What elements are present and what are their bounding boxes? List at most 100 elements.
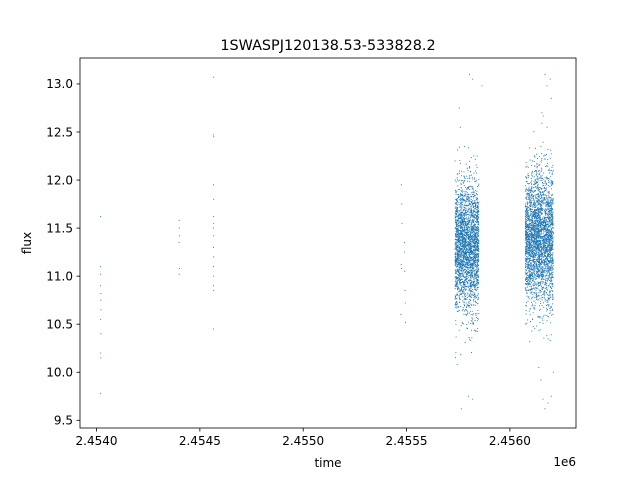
data-point [471,222,473,224]
data-point [465,163,467,165]
data-point [548,236,550,238]
data-point [551,242,553,244]
data-point [536,287,538,289]
data-point [545,314,547,316]
data-point [475,317,478,319]
data-point [539,289,541,291]
data-point [473,272,475,275]
data-point [459,195,462,197]
data-point [455,213,457,215]
data-point [462,197,464,199]
data-point [549,246,551,248]
data-point [540,175,542,177]
data-point [454,288,456,290]
data-point [551,274,553,276]
data-point [546,249,548,251]
data-point [466,247,468,249]
data-point [457,274,459,276]
data-point [528,186,530,188]
data-point [547,177,549,179]
data-point [542,238,544,240]
data-point [213,256,215,258]
data-point [476,210,478,212]
data-point [550,182,552,184]
data-point [455,319,457,321]
data-point [475,288,477,290]
data-point [473,260,475,262]
data-point [474,236,476,238]
data-point [534,156,536,158]
data-point [547,305,550,307]
data-point [531,213,533,215]
data-point [456,252,459,254]
data-point [461,225,463,227]
data-point [457,274,459,276]
data-point [463,252,466,254]
data-point [552,233,554,235]
data-point [546,214,549,216]
data-point [477,217,480,219]
data-point [476,193,478,195]
data-point [550,179,552,181]
data-point [460,234,462,236]
data-point [473,202,475,205]
data-point [466,259,469,261]
data-point [476,288,478,290]
data-point [551,309,553,311]
data-point [473,240,475,242]
data-point [461,288,463,290]
data-point [462,267,464,269]
data-point [535,297,538,299]
data-point [466,256,468,258]
data-point [548,247,551,249]
data-point [525,279,528,281]
data-point [525,224,527,226]
data-point [460,268,462,270]
data-point [541,178,543,180]
data-point [469,295,471,297]
data-point [550,184,552,186]
data-point [540,170,542,172]
data-point [456,284,458,286]
data-point [473,231,475,233]
data-point [474,178,476,180]
data-point [474,224,476,226]
data-point [463,182,465,184]
data-point [461,251,463,253]
data-point [463,245,465,247]
data-point [100,309,102,311]
data-point [543,256,545,258]
data-point [547,254,549,256]
data-point [463,284,465,286]
data-point [100,292,102,295]
data-point [526,260,528,262]
data-point [466,242,468,244]
data-point [467,249,470,251]
data-point [529,147,531,149]
data-point [467,232,470,234]
data-point [538,315,540,317]
data-point [469,300,472,302]
data-point [404,321,407,323]
data-point [471,214,473,216]
data-point [547,255,549,257]
data-point [545,204,547,206]
data-point [456,208,458,210]
data-point [472,227,474,229]
data-point [526,201,528,203]
data-point [474,249,476,251]
data-point [541,271,543,273]
data-point [465,263,467,265]
data-point [477,206,479,208]
data-point [456,258,458,260]
data-point [531,297,533,299]
data-point [457,226,459,228]
data-point [536,223,539,226]
data-point [455,228,457,230]
data-point [544,209,546,211]
data-point [543,184,545,186]
data-point [477,242,479,244]
data-point [456,215,458,217]
data-point [548,216,551,218]
data-point [465,269,467,271]
